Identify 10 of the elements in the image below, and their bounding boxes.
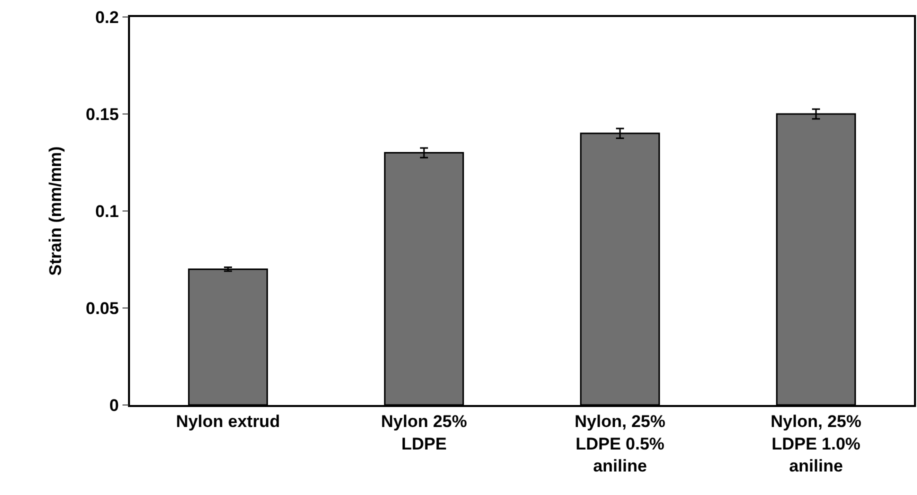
y-tick-label: 0.15	[86, 104, 119, 124]
y-tick-label: 0.05	[86, 298, 119, 318]
x-tick-label: Nylon extrud	[176, 412, 280, 432]
y-axis-title: Strain (mm/mm)	[46, 146, 65, 276]
x-tick-label: Nylon, 25% LDPE 1.0% aniline	[770, 412, 862, 476]
x-tick-label: Nylon, 25% LDPE 0.5% aniline	[574, 412, 666, 476]
x-tick-label: Nylon 25% LDPE	[381, 412, 467, 454]
y-tick-label: 0.1	[95, 202, 119, 221]
y-tick-label: 0.2	[95, 8, 119, 27]
y-tick-label: 0	[109, 396, 119, 415]
